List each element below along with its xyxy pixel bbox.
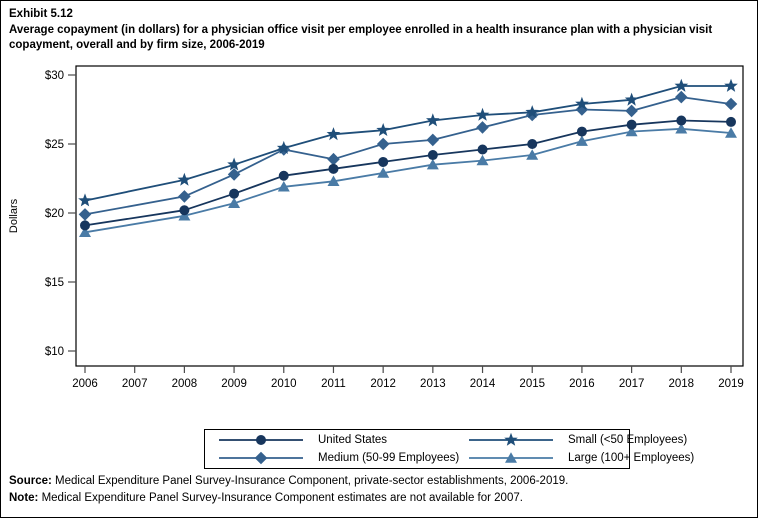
marker-united-states-2013 (427, 150, 438, 161)
marker-small-50-employees-2013 (426, 113, 440, 127)
marker-large-100-employees-2011 (327, 175, 340, 186)
marker-small-50-employees-2019 (724, 78, 738, 92)
x-tick-label: 2017 (619, 378, 645, 390)
legend-symbol-diamond-icon (219, 451, 303, 465)
marker-large-100-employees-2014 (476, 154, 489, 166)
y-tick-label: $30 (45, 70, 64, 82)
legend-label-united-states: United States (318, 434, 388, 446)
marker-large-100-employees-2008 (178, 210, 191, 221)
source-label: Source: (9, 475, 52, 487)
marker-united-states-2014 (477, 144, 488, 155)
chart-legend: United States Small (<50 Employees) Medium… (204, 429, 694, 469)
legend-marker-united-states (256, 435, 266, 445)
marker-united-states-2015 (527, 139, 538, 149)
x-tick-label: 2019 (718, 378, 744, 390)
marker-medium-50-99-employees-2013 (426, 133, 440, 147)
note-line: Note: Medical Expenditure Panel Survey-I… (9, 490, 568, 507)
marker-united-states-2011 (328, 163, 339, 174)
marker-small-50-employees-2017 (624, 92, 639, 106)
note-label: Note: (9, 492, 39, 504)
marker-small-50-employees-2009 (227, 157, 241, 171)
marker-large-100-employees-2006 (79, 226, 91, 237)
marker-small-50-employees-2008 (177, 172, 192, 186)
chart-title: Average copayment (in dollars) for a phy… (9, 24, 713, 51)
marker-united-states-2017 (626, 119, 637, 130)
note-text: Medical Expenditure Panel Survey-Insuran… (38, 492, 523, 504)
x-tick-label: 2014 (470, 378, 496, 390)
legend-label-small-50-employees: Small (<50 Employees) (568, 434, 688, 446)
legend-item-small-50-employees: Small (<50 Employees) (467, 432, 694, 449)
marker-large-100-employees-2018 (675, 123, 688, 134)
marker-large-100-employees-2010 (277, 181, 290, 192)
legend-symbol-triangle-icon (469, 452, 553, 463)
marker-united-states-2010 (278, 170, 289, 181)
marker-small-50-employees-2010 (276, 140, 291, 154)
marker-medium-50-99-employees-2014 (476, 121, 489, 134)
x-tick-label: 2011 (321, 378, 346, 390)
marker-united-states-2012 (378, 156, 389, 167)
marker-small-50-employees-2018 (674, 78, 689, 92)
legend-item-medium-50-99-employees: Medium (50-99 Employees) (217, 450, 467, 467)
x-tick-label: 2013 (420, 378, 446, 390)
marker-small-50-employees-2014 (475, 107, 490, 121)
legend-symbol-star-icon (469, 432, 553, 446)
marker-medium-50-99-employees-2011 (327, 152, 340, 166)
exhibit-number: Exhibit 5.12 (9, 8, 73, 20)
marker-medium-50-99-employees-2009 (227, 168, 241, 181)
marker-large-100-employees-2013 (426, 158, 439, 170)
legend-label-medium-50-99-employees: Medium (50-99 Employees) (318, 452, 460, 464)
x-tick-label: 2012 (370, 378, 396, 390)
source-line: Source: Medical Expenditure Panel Survey… (9, 473, 568, 490)
y-axis-label: Dollars (8, 198, 20, 233)
legend-marker-small-50-employees (504, 432, 518, 446)
x-tick-label: 2009 (221, 378, 247, 390)
marker-united-states-2016 (576, 126, 587, 137)
y-tick-label: $20 (45, 208, 64, 220)
marker-medium-50-99-employees-2017 (625, 104, 638, 118)
marker-large-100-employees-2009 (228, 197, 241, 208)
source-text: Medical Expenditure Panel Survey-Insuran… (51, 475, 569, 487)
marker-small-50-employees-2015 (525, 105, 540, 119)
legend-item-united-states: United States (217, 432, 467, 449)
marker-medium-50-99-employees-2012 (376, 137, 390, 151)
y-tick-label: $15 (45, 277, 64, 289)
marker-small-50-employees-2012 (376, 123, 390, 136)
marker-united-states-2018 (676, 115, 687, 126)
title-block: Exhibit 5.12 Average copayment (in dolla… (9, 7, 749, 52)
x-tick-label: 2007 (122, 378, 148, 390)
marker-medium-50-99-employees-2019 (724, 97, 738, 111)
marker-large-100-employees-2016 (575, 135, 588, 146)
marker-medium-50-99-employees-2018 (675, 90, 688, 104)
x-tick-label: 2015 (519, 378, 545, 390)
x-tick-label: 2016 (569, 378, 595, 390)
x-tick-label: 2018 (669, 378, 695, 390)
marker-small-50-employees-2016 (575, 96, 589, 110)
legend-symbol-circle-icon (219, 435, 303, 445)
footer-notes: Source: Medical Expenditure Panel Survey… (9, 473, 568, 507)
marker-large-100-employees-2015 (526, 149, 539, 160)
marker-united-states-2006 (80, 220, 90, 231)
plot-frame (75, 65, 744, 367)
marker-large-100-employees-2019 (725, 127, 737, 138)
legend-marker-medium-50-99-employees (254, 451, 268, 465)
legend-item-large-100-employees: Large (100+ Employees) (467, 450, 694, 467)
marker-united-states-2008 (179, 205, 190, 216)
marker-large-100-employees-2012 (377, 167, 390, 178)
marker-united-states-2009 (229, 188, 240, 199)
marker-small-50-employees-2011 (326, 127, 341, 141)
marker-united-states-2019 (726, 116, 736, 127)
legend-marker-large-100-employees (505, 452, 517, 463)
y-tick-label: $10 (45, 346, 64, 358)
marker-medium-50-99-employees-2006 (78, 208, 92, 221)
marker-large-100-employees-2017 (625, 125, 638, 137)
y-tick-label: $25 (45, 139, 64, 151)
marker-medium-50-99-employees-2008 (178, 190, 191, 203)
x-tick-label: 2008 (172, 378, 198, 390)
x-tick-label: 2010 (271, 378, 297, 390)
legend-label-large-100-employees: Large (100+ Employees) (568, 452, 695, 464)
x-tick-label: 2006 (72, 378, 98, 390)
marker-small-50-employees-2006 (78, 193, 92, 207)
